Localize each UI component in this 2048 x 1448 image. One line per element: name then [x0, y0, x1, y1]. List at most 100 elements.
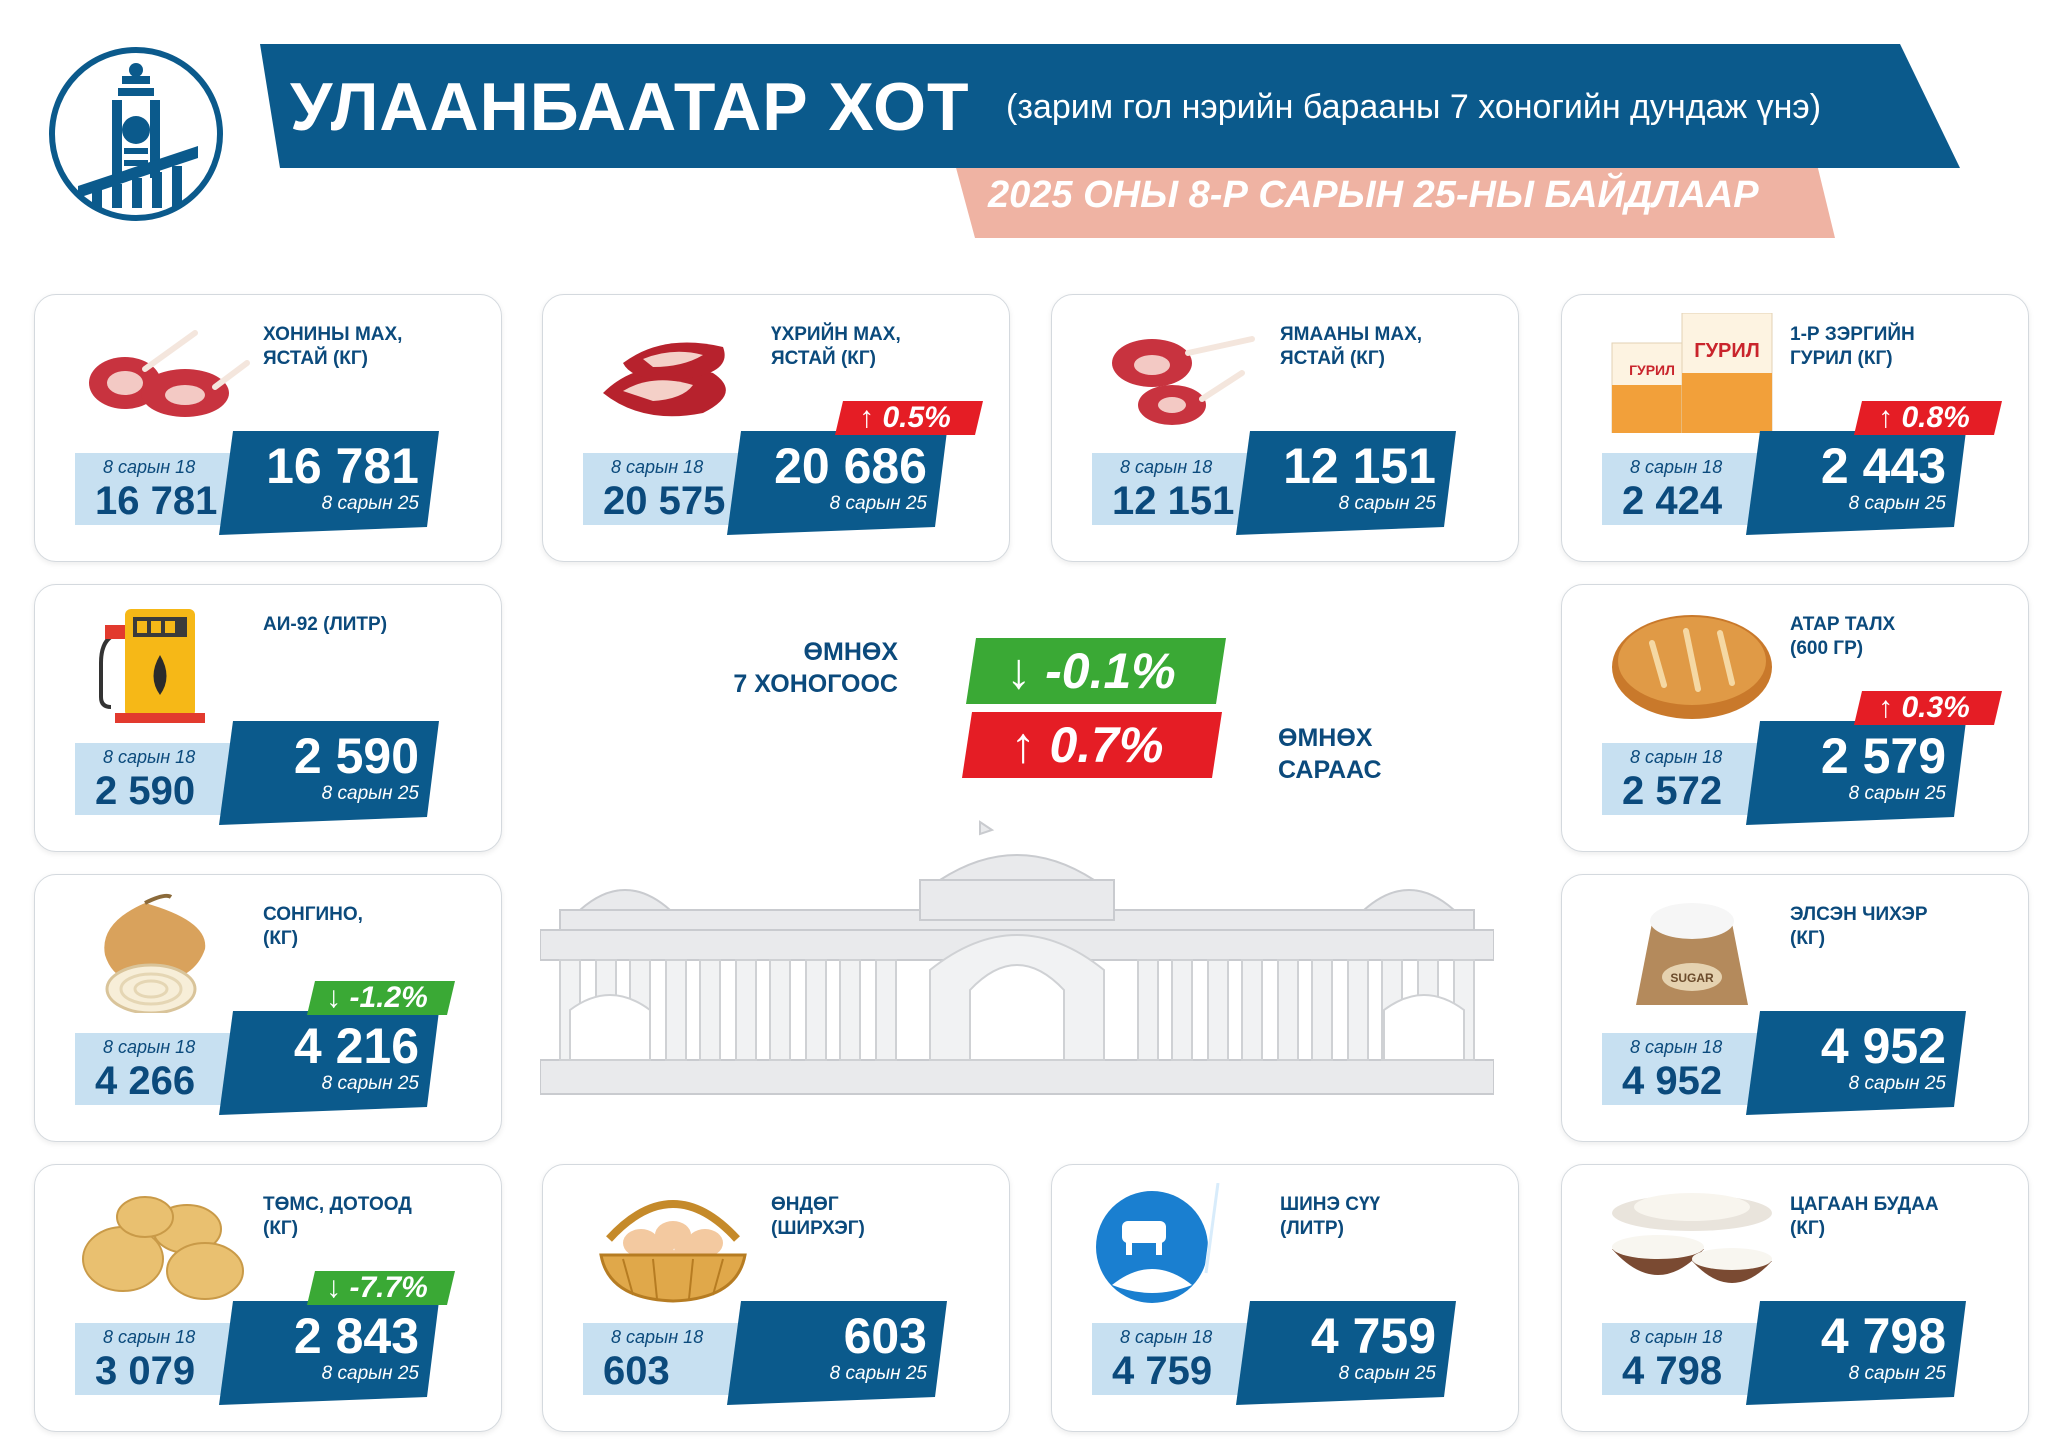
current-date-label: 8 сарын 25	[829, 1363, 927, 1384]
current-price-box	[1746, 1011, 1966, 1115]
current-price-box	[1746, 1301, 1966, 1405]
price-card: ТӨМС, ДОТООД (КГ) 8 сарын 18 3 079 2 843 8 са…	[34, 1164, 502, 1432]
item-name-line2: (КГ)	[1790, 928, 1826, 949]
previous-price: 4 759	[1112, 1349, 1213, 1393]
current-price-box	[219, 1301, 439, 1405]
item-name: ЦАГААН БУДАА (КГ)	[1790, 1193, 2022, 1241]
weekly-change-badge: ↓ -0.1%	[966, 638, 1226, 704]
item-name-line1: ХОНИНЫ МАХ,	[263, 324, 403, 345]
item-name-line1: АИ-92 (ЛИТР)	[263, 614, 388, 635]
item-name-line2: (КГ)	[263, 1218, 299, 1239]
beef-icon	[583, 313, 763, 433]
item-name-line1: ҮХРИЙН МАХ,	[771, 324, 901, 345]
previous-date-label: 8 сарын 18	[611, 457, 704, 477]
previous-price: 4 798	[1622, 1349, 1723, 1393]
previous-price: 16 781	[95, 479, 218, 523]
current-date-label: 8 сарын 25	[321, 1363, 419, 1384]
item-name-line1: 1-Р ЗЭРГИЙН	[1790, 324, 1915, 345]
item-name-line2: (ШИРХЭГ)	[771, 1218, 865, 1239]
item-name-line2: (ЛИТР)	[1280, 1218, 1344, 1239]
weekly-change-value: ↓ -0.1%	[1006, 643, 1176, 699]
weekly-label-line2: 7 ХОНОГООС	[733, 670, 898, 698]
current-price: 4 759	[1310, 1308, 1436, 1364]
item-name-line2: (600 ГР)	[1790, 638, 1864, 659]
page-subtitle: (зарим гол нэрийн барааны 7 хоногийн дун…	[1006, 88, 1822, 126]
flour-icon: ГУРИЛ ГУРИЛ	[1602, 312, 1782, 434]
item-name-line2: ГУРИЛ (КГ)	[1790, 348, 1893, 369]
current-price-box	[1746, 431, 1966, 535]
change-value: ↑ 0.3%	[1878, 691, 1970, 724]
item-name-line1: СОНГИНО,	[263, 904, 363, 925]
change-badge: ↑ 0.5%	[835, 401, 983, 435]
price-card: SUGAR ЭЛСЭН ЧИХЭР (КГ) 8 сарын 18 4 952 4 952…	[1561, 874, 2029, 1142]
svg-text:ГУРИЛ: ГУРИЛ	[1694, 340, 1760, 362]
current-date-label: 8 сарын 25	[321, 783, 419, 804]
price-card: ӨНДӨГ (ШИРХЭГ) 8 сарын 18 603 603 8 сарын 25	[542, 1164, 1010, 1432]
current-date-label: 8 сарын 25	[321, 1073, 419, 1094]
previous-date-label: 8 сарын 18	[1120, 1327, 1213, 1347]
monthly-label-line2: САРААС	[1278, 756, 1382, 784]
item-name: ХОНИНЫ МАХ, ЯСТАЙ (КГ)	[263, 323, 495, 371]
previous-date-label: 8 сарын 18	[1630, 457, 1723, 477]
item-name-line2: (КГ)	[263, 928, 299, 949]
current-price: 2 579	[1820, 728, 1946, 784]
previous-price: 603	[603, 1349, 670, 1393]
report-date: 2025 ОНЫ 8-Р САРЫН 25-НЫ БАЙДЛААР	[988, 174, 1759, 216]
monthly-label-line1: ӨМНӨХ	[1278, 724, 1373, 752]
price-card: ГУРИЛ ГУРИЛ 1-Р ЗЭРГИЙН ГУРИЛ (КГ) 8 сарын 1…	[1561, 294, 2029, 562]
item-name: АТАР ТАЛХ (600 ГР)	[1790, 613, 2022, 661]
change-badge: ↑ 0.3%	[1854, 691, 2002, 725]
current-price: 12 151	[1283, 438, 1436, 494]
goat-meat-icon	[1092, 313, 1272, 433]
current-price: 603	[843, 1308, 927, 1364]
change-value: ↑ 0.8%	[1878, 401, 1970, 434]
previous-price: 2 424	[1622, 479, 1723, 523]
previous-date-label: 8 сарын 18	[1630, 1037, 1723, 1057]
previous-price: 20 575	[603, 479, 726, 523]
change-value: ↓ -1.2%	[326, 981, 428, 1014]
current-price: 2 590	[293, 728, 419, 784]
item-name: 1-Р ЗЭРГИЙН ГУРИЛ (КГ)	[1790, 323, 2022, 371]
government-palace-illustration	[539, 820, 1495, 1100]
price-card: ХОНИНЫ МАХ, ЯСТАЙ (КГ) 8 сарын 18 16 781 16 …	[34, 294, 502, 562]
item-name-line2: ЯСТАЙ (КГ)	[263, 348, 368, 369]
current-price: 20 686	[774, 438, 927, 494]
emblem-logo	[48, 46, 224, 222]
current-date-label: 8 сарын 25	[1848, 1363, 1946, 1384]
sugar-sack-icon: SUGAR	[1602, 893, 1782, 1013]
item-name: ТӨМС, ДОТООД (КГ)	[263, 1193, 495, 1241]
item-name: ЭЛСЭН ЧИХЭР (КГ)	[1790, 903, 2022, 951]
previous-date-label: 8 сарын 18	[103, 747, 196, 767]
mutton-icon	[75, 313, 255, 433]
previous-price: 4 266	[95, 1059, 196, 1103]
item-name: ҮХРИЙН МАХ, ЯСТАЙ (КГ)	[771, 323, 1003, 371]
current-price-box	[219, 1011, 439, 1115]
current-price-box	[219, 721, 439, 825]
item-name: ӨНДӨГ (ШИРХЭГ)	[771, 1193, 1003, 1241]
price-card: ЦАГААН БУДАА (КГ) 8 сарын 18 4 798 4 798 8 са…	[1561, 1164, 2029, 1432]
current-price: 16 781	[266, 438, 419, 494]
bread-icon	[1602, 603, 1782, 723]
title-band	[260, 44, 1960, 168]
previous-date-label: 8 сарын 18	[1630, 1327, 1723, 1347]
rice-bowl-icon	[1602, 1183, 1782, 1303]
current-price: 4 216	[293, 1018, 419, 1074]
price-card: ҮХРИЙН МАХ, ЯСТАЙ (КГ) 8 сарын 18 20 575 20 …	[542, 294, 1010, 562]
previous-date-label: 8 сарын 18	[1630, 747, 1723, 767]
fuel-pump-icon	[75, 603, 255, 723]
monthly-change-label: ӨМНӨХ САРААС	[1278, 722, 1382, 786]
item-name: ЯМААНЫ МАХ, ЯСТАЙ (КГ)	[1280, 323, 1512, 371]
current-price: 2 843	[293, 1308, 419, 1364]
price-card: СОНГИНО, (КГ) 8 сарын 18 4 266 4 216 8 сарын …	[34, 874, 502, 1142]
current-price-box	[219, 431, 439, 535]
current-price: 2 443	[1820, 438, 1946, 494]
previous-date-label: 8 сарын 18	[611, 1327, 704, 1347]
monthly-change-value: ↑ 0.7%	[1010, 717, 1164, 773]
previous-date-label: 8 сарын 18	[103, 1327, 196, 1347]
page-title: УЛААНБААТАР ХОТ	[290, 69, 970, 145]
item-name: АИ-92 (ЛИТР)	[263, 613, 495, 637]
item-name-line1: ЭЛСЭН ЧИХЭР	[1790, 904, 1928, 925]
item-name-line2: ЯСТАЙ (КГ)	[1280, 348, 1385, 369]
previous-price: 4 952	[1622, 1059, 1723, 1103]
current-date-label: 8 сарын 25	[829, 493, 927, 514]
